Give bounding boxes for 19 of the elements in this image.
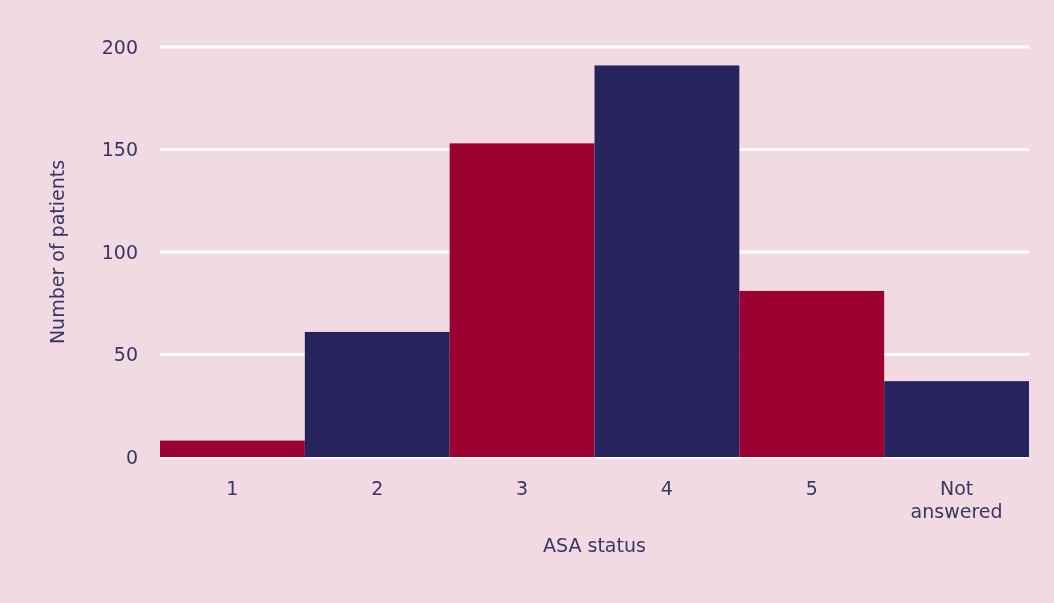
bar: [449, 143, 595, 457]
y-tick-label: 200: [101, 35, 138, 58]
x-axis-title: ASA status: [543, 534, 646, 556]
bar: [739, 290, 885, 457]
y-tick-label: 100: [101, 240, 138, 263]
y-tick-label: 150: [101, 138, 138, 161]
y-tick-label: 0: [125, 445, 138, 468]
x-tick-label: 4: [660, 477, 673, 499]
bar: [160, 440, 305, 457]
y-axis-title: Number of patients: [46, 159, 68, 345]
x-tick-label: Not answered: [910, 477, 1003, 522]
x-tick-label: 5: [805, 477, 818, 499]
bar: [304, 331, 450, 457]
x-tick-label: 2: [371, 477, 384, 499]
bar: [884, 381, 1029, 457]
x-tick-label: 1: [226, 477, 239, 499]
x-tick-label: 3: [516, 477, 529, 499]
y-tick-label: 50: [113, 343, 138, 366]
bar: [594, 65, 740, 457]
